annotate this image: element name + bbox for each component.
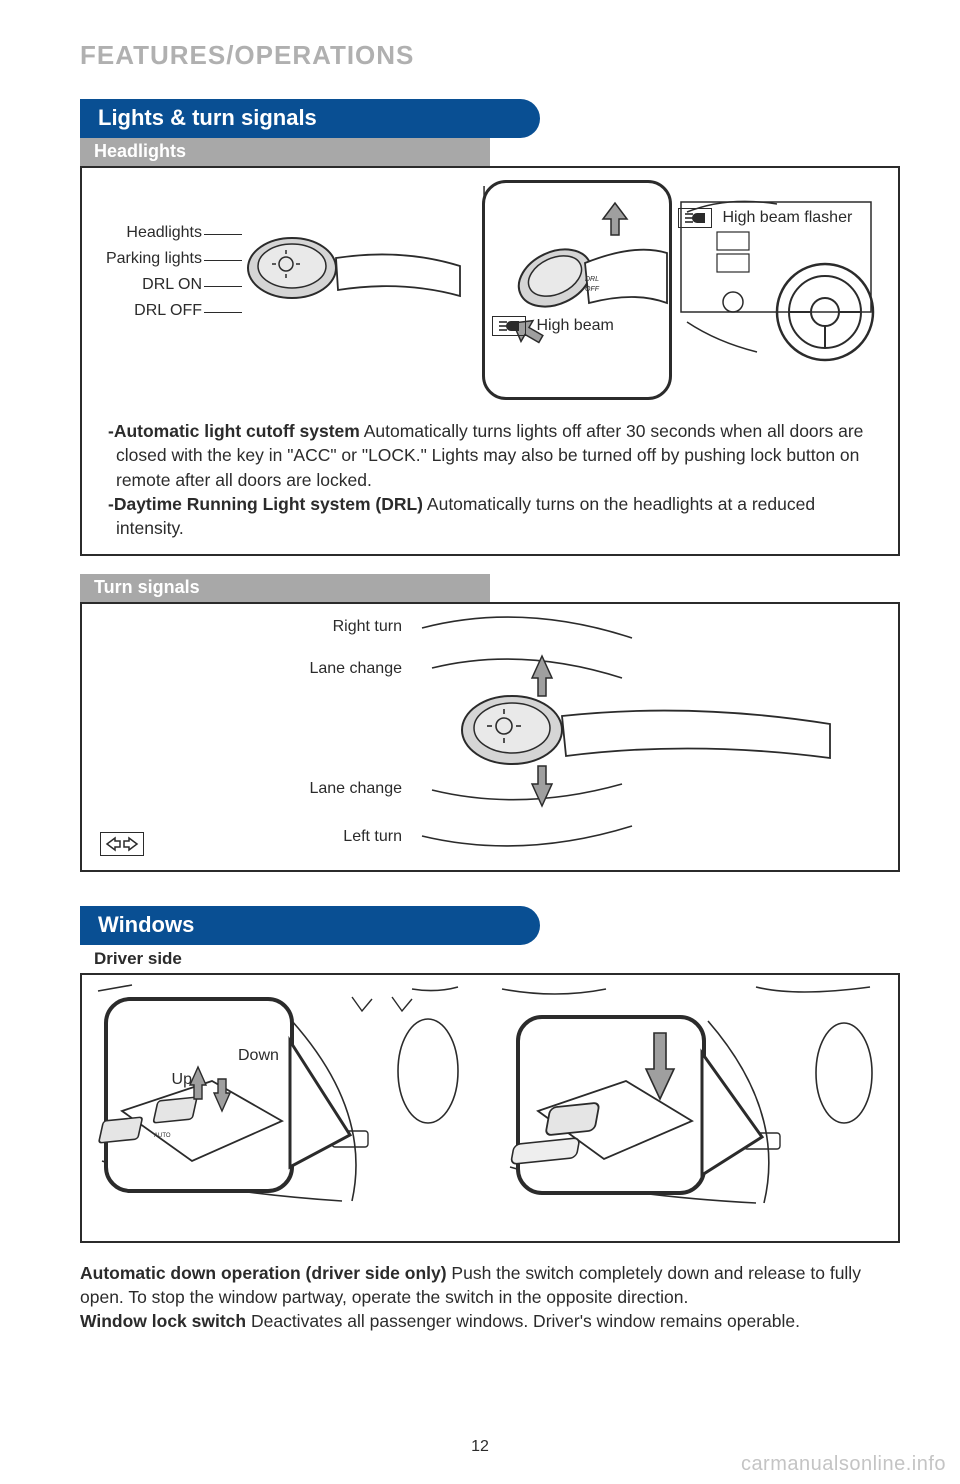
panel-turn: Right turn Lane change Lane change Left … (80, 602, 900, 872)
label-driver-side: Driver side (80, 945, 900, 973)
figure-window-switch: AUTO (92, 981, 462, 1211)
svg-text:OFF: OFF (585, 286, 600, 293)
panel-headlights: Headlights Parking lights DRL ON DRL OFF… (80, 166, 900, 556)
headlights-body-1: -Automatic light cutoff system Automatic… (108, 419, 878, 491)
label-down: Down (238, 1047, 279, 1065)
icon-high-beam-flasher: High beam flasher (678, 208, 852, 228)
headlights-body-2: -Daytime Running Light system (DRL) Auto… (108, 492, 878, 540)
subbar-headlights: Headlights (80, 138, 490, 166)
label-up: Up (150, 1071, 192, 1089)
label-lane-down: Lane change (202, 780, 402, 798)
icon-turn-signal (100, 832, 144, 856)
label-drl-on: DRL ON (82, 276, 202, 294)
label-left-turn: Left turn (202, 828, 402, 846)
label-lane-up: Lane change (202, 660, 402, 678)
figure-headlight-stalk: DRL OFF (242, 218, 462, 338)
watermark: carmanualsonline.info (741, 1453, 946, 1476)
page-number: 12 (471, 1438, 489, 1456)
label-right-turn: Right turn (202, 618, 402, 636)
subbar-turn: Turn signals (80, 574, 490, 602)
icon-high-beam: High beam (492, 316, 614, 336)
label-drl-off: DRL OFF (82, 302, 202, 320)
svg-text:DRL: DRL (585, 276, 599, 283)
panel-windows: AUTO Down Up Window lock switch (80, 973, 900, 1243)
figure-turn-stalk: DRL OFF (402, 608, 832, 858)
section-title-lights: Lights & turn signals (80, 99, 540, 138)
section-title-windows: Windows (80, 906, 540, 945)
svg-text:AUTO: AUTO (154, 1133, 171, 1139)
windows-body-2: Window lock switch Deactivates all passe… (80, 1309, 900, 1333)
windows-body-1: Automatic down operation (driver side on… (80, 1261, 900, 1309)
figure-beam-callout: DRL OFF (482, 180, 672, 400)
page-header: FEATURES/OPERATIONS (80, 40, 900, 71)
label-headlights: Headlights (82, 224, 202, 242)
label-high-beam-flasher: High beam flasher (722, 209, 852, 226)
label-parking: Parking lights (82, 250, 202, 268)
label-high-beam: High beam (536, 317, 613, 334)
figure-window-lock (496, 981, 876, 1211)
